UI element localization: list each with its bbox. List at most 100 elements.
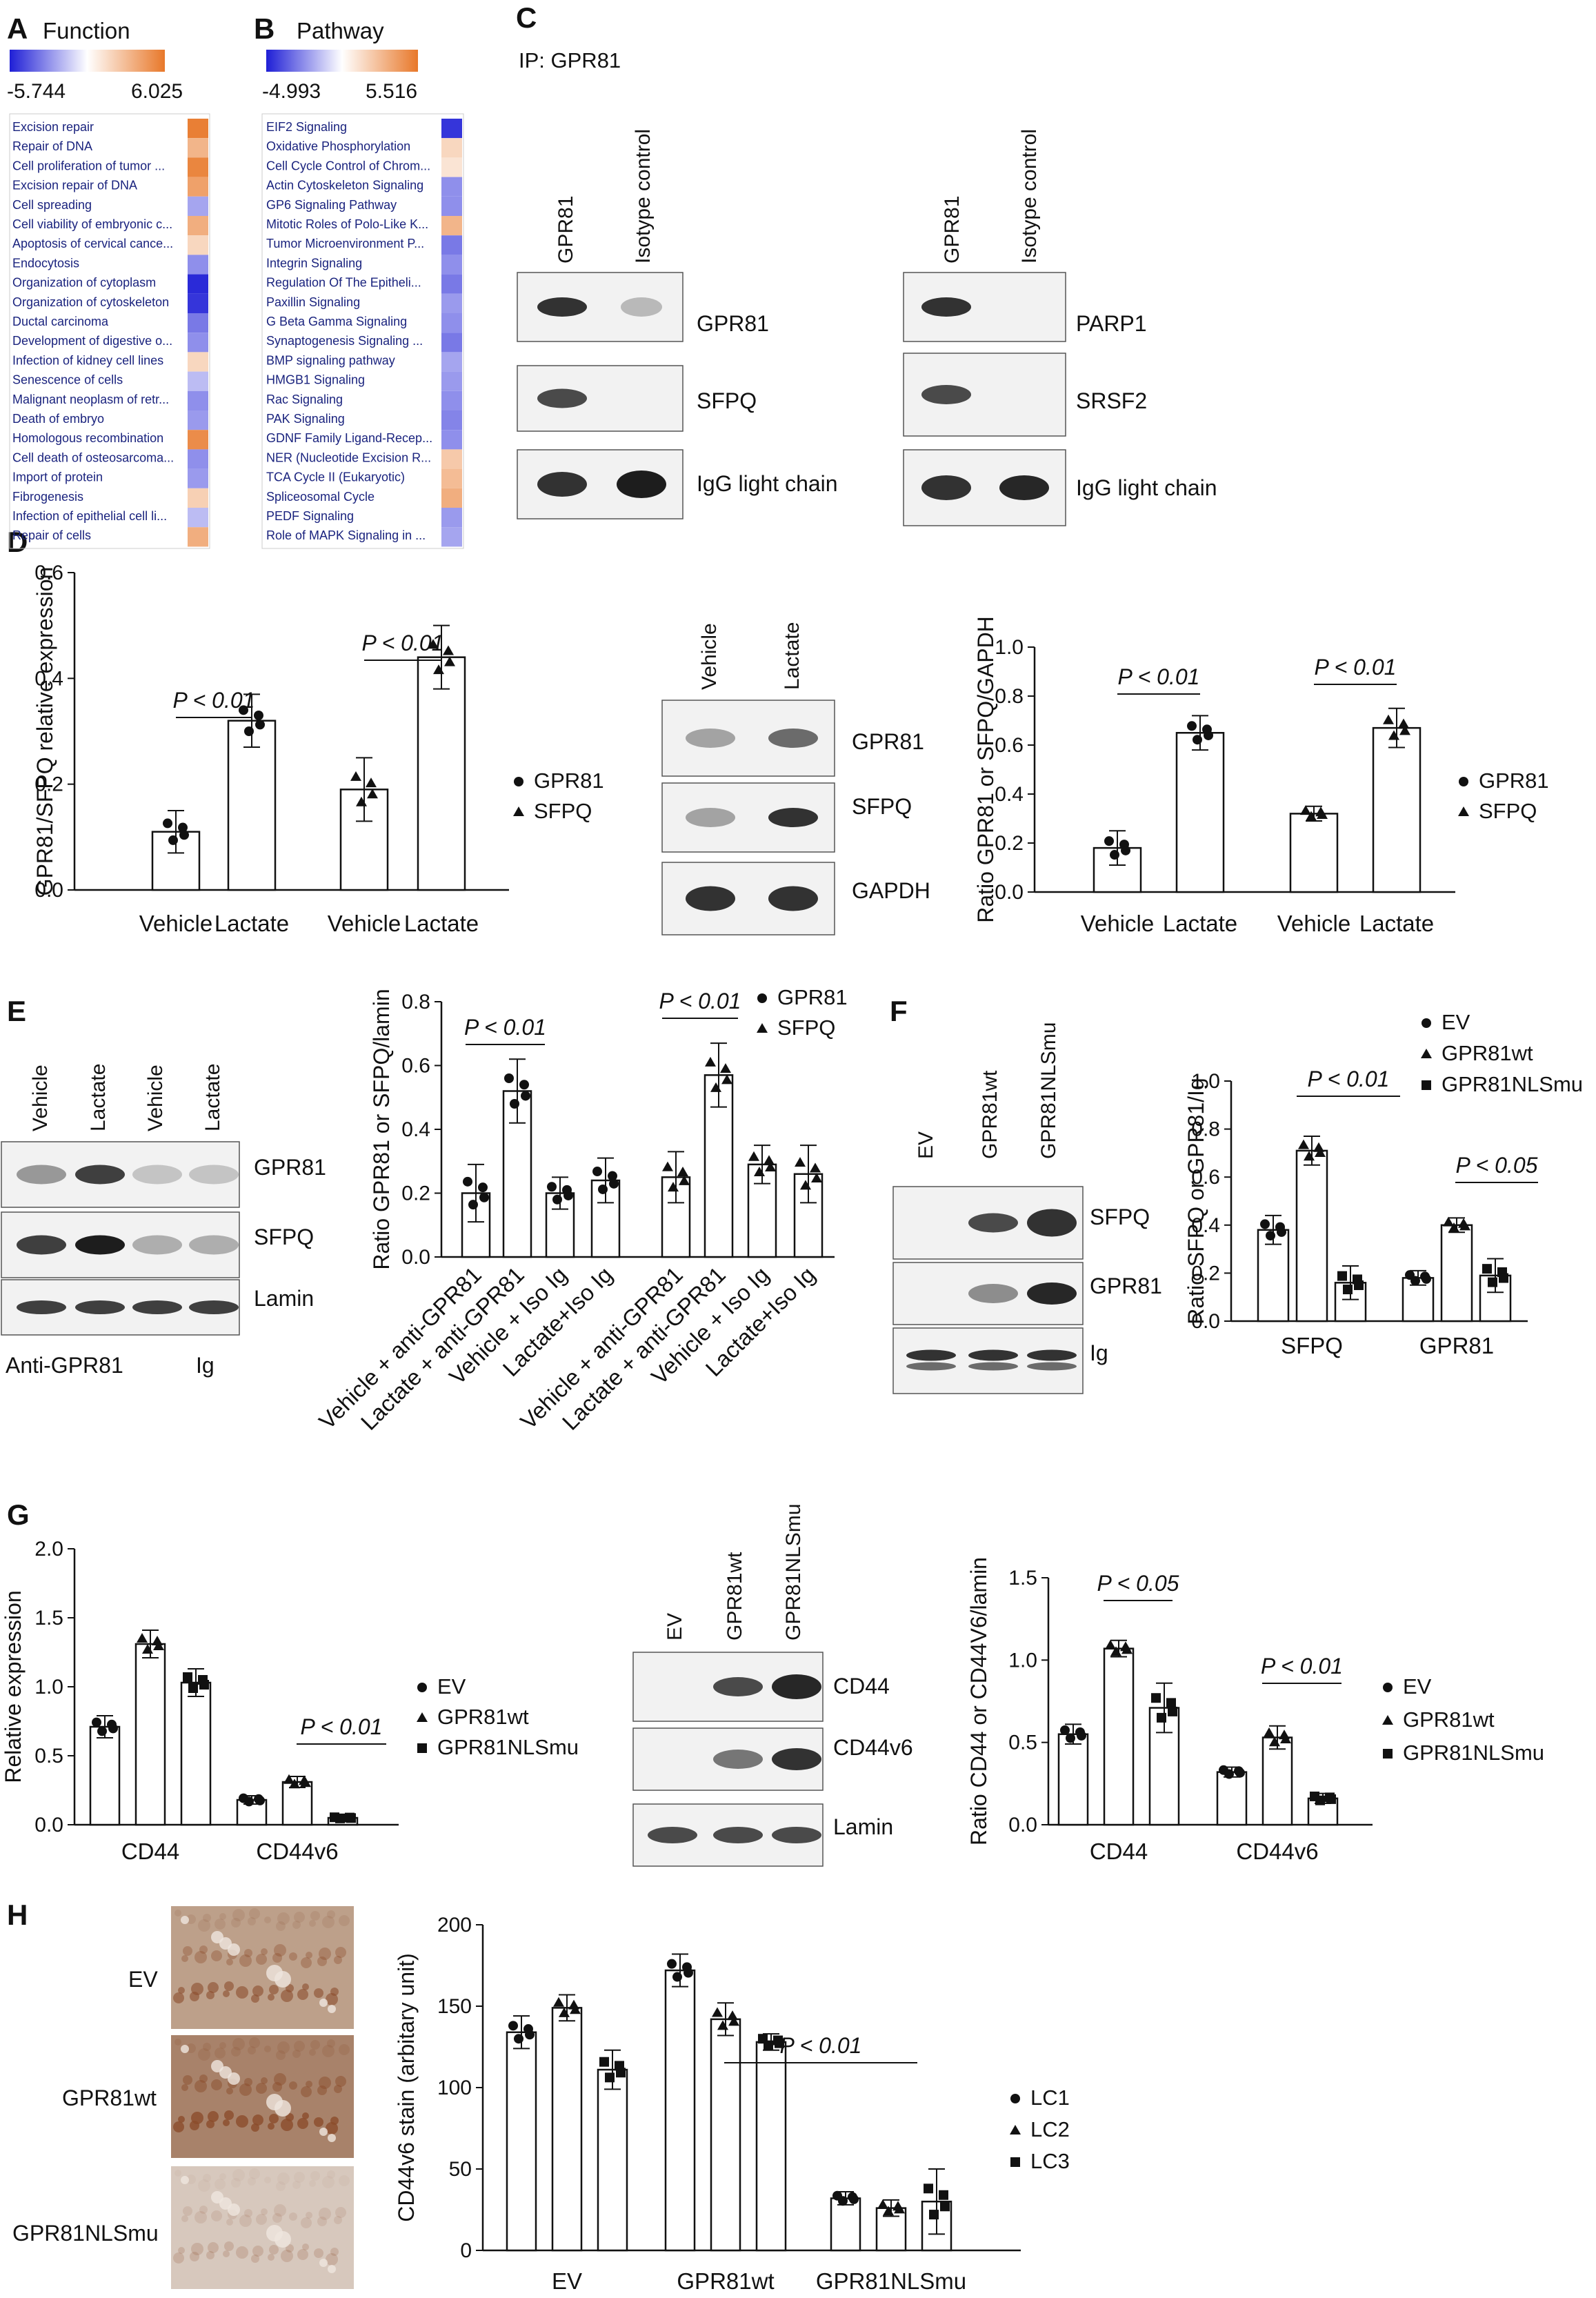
x-tick-label: SFPQ xyxy=(1281,1333,1343,1358)
data-point xyxy=(1204,730,1213,740)
bar xyxy=(710,2018,741,2252)
x-tick-label: Lactate xyxy=(1163,911,1237,936)
ihc-stain-spot xyxy=(339,1915,350,1926)
ihc-stain-spot xyxy=(211,2210,222,2221)
ihc-stain-spot xyxy=(297,1989,308,2000)
data-point xyxy=(795,1157,806,1167)
x-tick-label: EV xyxy=(552,2268,582,2294)
legend-label: LC3 xyxy=(1030,2149,1070,2173)
data-point xyxy=(1383,714,1394,724)
panel-c-band-parp1: PARP1 xyxy=(1076,311,1147,336)
y-tick-label: 0.6 xyxy=(401,1055,430,1078)
data-point xyxy=(478,1182,488,1193)
ihc-lumen xyxy=(181,1916,189,1924)
data-point xyxy=(721,1074,732,1084)
heatmap-row-label: G Beta Gamma Signaling xyxy=(266,315,407,328)
heatmap-row-label: Spliceosomal Cycle xyxy=(266,490,375,504)
data-point xyxy=(479,1192,489,1202)
y-tick-label: 0.0 xyxy=(1191,1310,1220,1333)
y-tick-label: 0.4 xyxy=(995,783,1024,806)
blot-band xyxy=(772,1674,821,1699)
ihc-stain-spot xyxy=(256,2214,267,2225)
panel-e-col-4: Lactate xyxy=(201,1064,224,1131)
legend-label: GPR81 xyxy=(777,985,848,1009)
data-point xyxy=(1410,1276,1420,1286)
significance-label: P < 0.01 xyxy=(659,989,741,1013)
data-point xyxy=(754,1166,765,1176)
ihc-stain-spot xyxy=(208,2111,219,2122)
significance-label: P < 0.01 xyxy=(1308,1067,1390,1091)
heatmap-row-label: TCA Cycle II (Eukaryotic) xyxy=(266,471,405,484)
panel-letter-e: E xyxy=(7,995,26,1027)
ihc-stain-spot xyxy=(276,2050,286,2060)
blot-band xyxy=(968,1349,1018,1361)
data-point xyxy=(239,705,248,715)
blot-band xyxy=(968,1362,1018,1371)
data-point xyxy=(137,1633,148,1643)
ihc-stain-spot xyxy=(219,2042,226,2049)
blot-band xyxy=(999,475,1049,500)
ihc-stain-spot xyxy=(215,1919,226,1930)
blot-band xyxy=(537,388,587,408)
blot-band xyxy=(189,1165,239,1185)
blot-band xyxy=(686,729,735,748)
data-point xyxy=(1388,730,1399,740)
ihc-stain-spot xyxy=(309,1920,316,1927)
data-point xyxy=(775,2038,784,2048)
y-tick-label: 1.0 xyxy=(1008,1649,1037,1672)
heatmap-cell xyxy=(441,138,462,158)
data-point xyxy=(1280,1734,1291,1744)
ihc-stain-spot xyxy=(244,2209,252,2217)
ihc-stain-spot xyxy=(317,2086,327,2095)
ihc-stain-spot xyxy=(232,2169,245,2181)
legend-marker xyxy=(1010,2157,1020,2167)
ihc-stain-spot xyxy=(203,2043,211,2051)
data-point xyxy=(720,1063,731,1073)
blot-band xyxy=(713,1677,763,1696)
ihc-stain-spot xyxy=(319,2077,331,2089)
data-point xyxy=(428,639,439,649)
data-point xyxy=(1317,809,1328,819)
ihc-stain-spot xyxy=(173,2252,184,2264)
data-point xyxy=(810,1162,821,1173)
data-point xyxy=(547,1182,557,1192)
panel-h-ihc-images: EV GPR81wt GPR81NLSmu xyxy=(12,1906,354,2289)
blot-band xyxy=(1027,1362,1077,1371)
data-point xyxy=(1398,718,1409,729)
heatmap-row-label: Senescence of cells xyxy=(12,373,123,387)
y-axis-label: Ratio GPR81 or SFPQ/GAPDH xyxy=(973,616,998,923)
data-point xyxy=(255,720,265,730)
legend-marker xyxy=(514,777,523,786)
heatmap-cell xyxy=(188,177,208,197)
y-tick-label: 1.0 xyxy=(34,1676,63,1698)
heatmap-cell xyxy=(441,371,462,391)
ihc-stain-spot xyxy=(251,2123,259,2132)
legend-marker xyxy=(513,806,524,816)
ihc-stain-spot xyxy=(208,2242,219,2253)
data-point xyxy=(244,726,254,736)
heatmap-cell xyxy=(441,235,462,255)
data-point xyxy=(153,1641,164,1650)
bar xyxy=(180,1681,212,1826)
heatmap-cell xyxy=(188,216,208,236)
ihc-stain-spot xyxy=(322,2176,335,2188)
panel-a-scale-max: 6.025 xyxy=(131,80,183,103)
heatmap-row-label: Malignant neoplasm of retr... xyxy=(12,393,169,406)
ihc-lumen xyxy=(319,2259,328,2267)
data-point xyxy=(1277,1227,1286,1237)
data-point xyxy=(727,2010,738,2021)
data-point xyxy=(929,2210,939,2220)
ihc-stain-spot xyxy=(224,2110,234,2120)
data-point xyxy=(179,830,189,840)
data-point xyxy=(1448,1222,1459,1232)
ihc-stain-spot xyxy=(286,2244,294,2252)
blot-band xyxy=(189,1235,239,1255)
data-point xyxy=(514,2034,523,2044)
ihc-stain-spot xyxy=(281,2250,293,2262)
bar xyxy=(1257,1229,1290,1323)
blot-band xyxy=(132,1235,182,1255)
heatmap-cell xyxy=(188,468,208,488)
x-tick-label: Lactate xyxy=(1359,911,1434,936)
panel-g-blot: EV GPR81wt GPR81NLSmu CD44 CD44v6 Lamin xyxy=(632,1504,913,1867)
heatmap-cell xyxy=(188,527,208,547)
